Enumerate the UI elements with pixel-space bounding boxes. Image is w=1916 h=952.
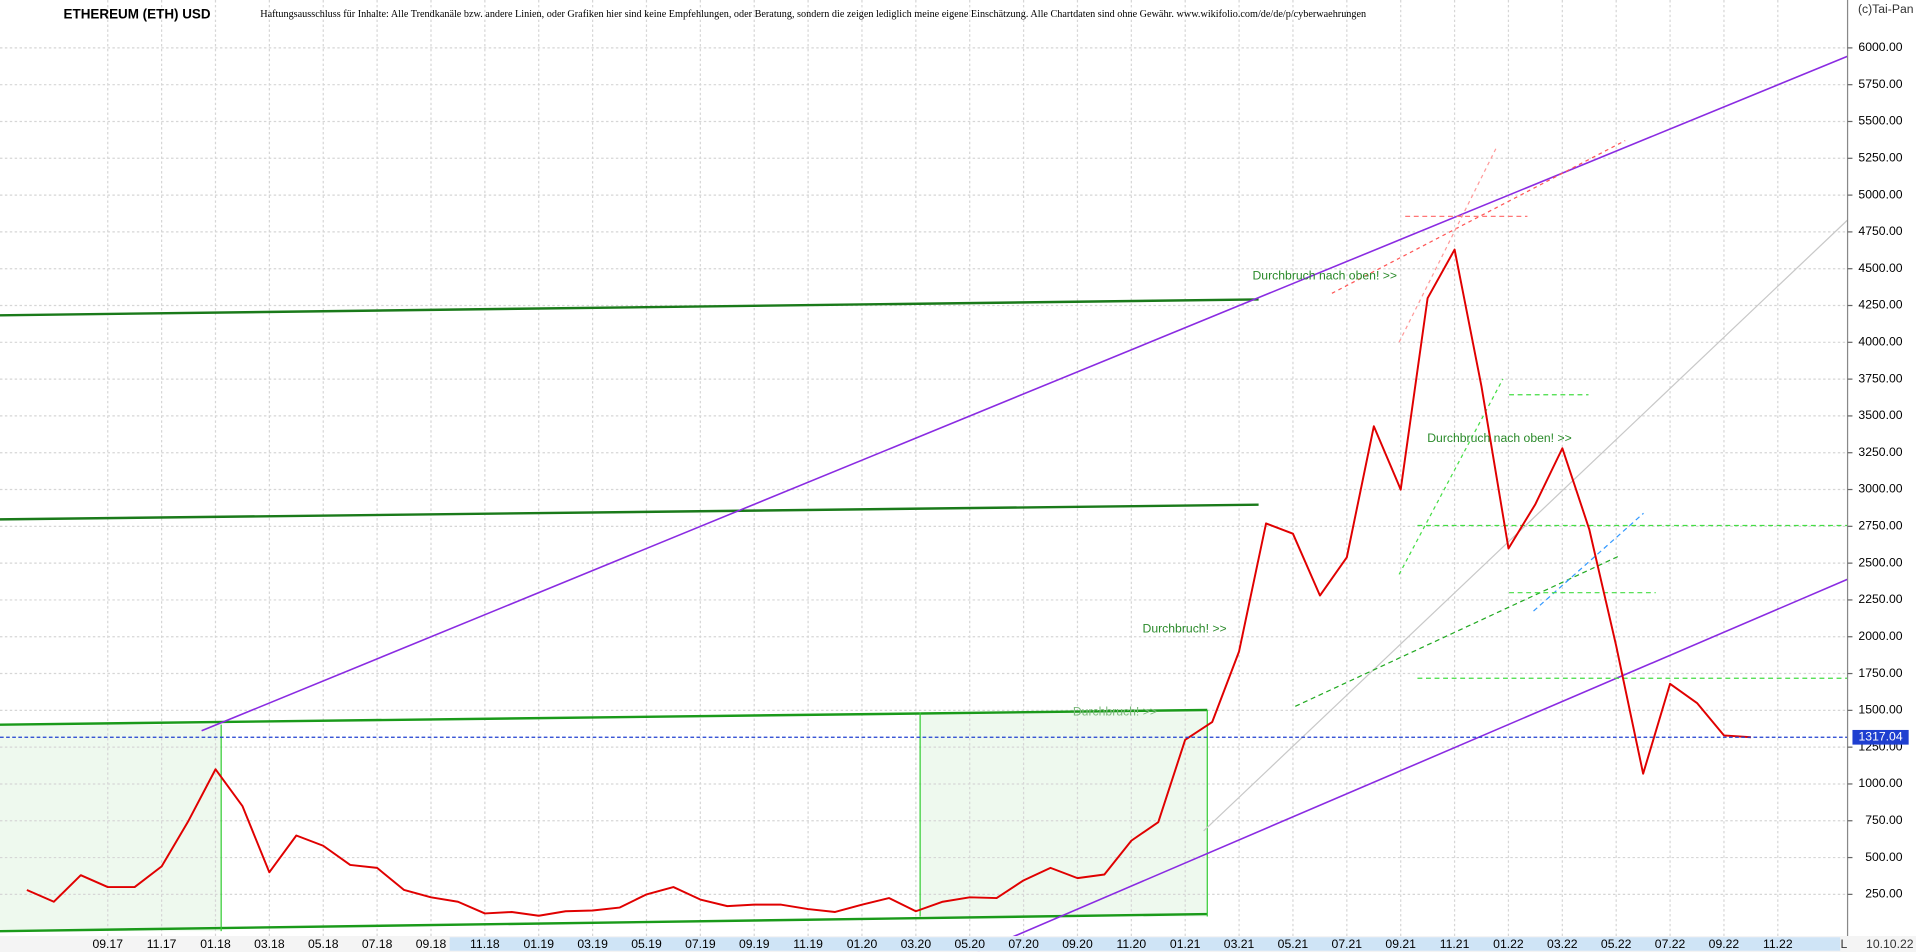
- trendline: [0, 708, 1208, 726]
- x-tick-label: 03.19: [577, 937, 608, 951]
- x-tick-label: 01.18: [200, 937, 231, 951]
- annotation: Durchbruch! >>: [1073, 705, 1157, 719]
- x-tick-label: 09.22: [1709, 937, 1740, 951]
- x-tick-label: 07.22: [1655, 937, 1686, 951]
- as-of-date: 10.10.22: [1866, 937, 1914, 951]
- axes: 250.00500.00750.001000.001250.001500.001…: [92, 40, 1909, 951]
- trendline: [1533, 512, 1644, 612]
- y-tick-label: 3500.00: [1858, 408, 1902, 422]
- annotation: Durchbruch! >>: [1143, 622, 1227, 636]
- x-tick-label: 09.19: [739, 937, 770, 951]
- trendline: [0, 912, 1208, 933]
- trendline: [0, 503, 1259, 521]
- y-tick-label: 2500.00: [1858, 555, 1902, 569]
- x-tick-label: 03.22: [1547, 937, 1578, 951]
- annotation: Durchbruch nach oben! >>: [1427, 431, 1572, 445]
- y-tick-label: 4750.00: [1858, 224, 1902, 238]
- x-tick-label: 11.21: [1440, 937, 1470, 951]
- y-tick-label: 2750.00: [1858, 519, 1902, 533]
- plot: Durchbruch nach oben! >> Durchbruch nach …: [0, 248, 1848, 917]
- y-tick-label: 4000.00: [1858, 335, 1902, 349]
- x-tick-label: 11.20: [1117, 937, 1147, 951]
- x-tick-label: 05.22: [1601, 937, 1632, 951]
- x-tick-label: 11.22: [1763, 937, 1793, 951]
- x-axis-range: [449, 937, 1841, 951]
- y-tick-label: 6000.00: [1858, 40, 1902, 54]
- x-tick-label: 05.21: [1278, 937, 1309, 951]
- chart-subtitle: Haftungsausschluss für Inhalte: Alle Tre…: [260, 8, 1366, 20]
- x-tick-label: 09.21: [1385, 937, 1416, 951]
- y-tick-label: 4250.00: [1858, 298, 1902, 312]
- grid: [0, 0, 1848, 937]
- y-tick-label: 5750.00: [1858, 77, 1902, 91]
- y-tick-label: 3250.00: [1858, 445, 1902, 459]
- annotation: Durchbruch nach oben! >>: [1252, 268, 1397, 282]
- x-tick-label: 09.18: [416, 937, 447, 951]
- x-tick-label: 05.20: [954, 937, 985, 951]
- x-tick-label: 11.18: [470, 937, 500, 951]
- y-tick-label: 750.00: [1865, 813, 1903, 827]
- x-tick-label: 07.19: [685, 937, 716, 951]
- x-tick-label: 01.21: [1170, 937, 1201, 951]
- x-tick-label: 01.22: [1493, 937, 1524, 951]
- x-tick-label: 03.18: [254, 937, 285, 951]
- trendline: [0, 298, 1259, 317]
- x-tick-label: 03.20: [901, 937, 932, 951]
- x-tick-label: 01.20: [847, 937, 878, 951]
- x-tick-label: 05.18: [308, 937, 339, 951]
- y-tick-label: 5000.00: [1858, 187, 1902, 201]
- y-tick-label: 500.00: [1865, 850, 1903, 864]
- y-tick-label: 1000.00: [1858, 776, 1902, 790]
- x-tick-label: 03.21: [1224, 937, 1255, 951]
- x-tick-label: 07.20: [1008, 937, 1039, 951]
- trendline: [1203, 219, 1848, 832]
- price-line: [26, 248, 1751, 917]
- y-tick-label: 250.00: [1865, 887, 1903, 901]
- zone: [0, 724, 222, 932]
- axis-panel: [1847, 0, 1916, 952]
- y-tick-label: 3000.00: [1858, 482, 1902, 496]
- x-tick-label: 01.19: [523, 937, 554, 951]
- y-tick-label: 1500.00: [1858, 703, 1902, 717]
- x-tick-label: 07.21: [1332, 937, 1363, 951]
- last-price-box: [1852, 729, 1909, 745]
- x-tick-label: 11.19: [793, 937, 823, 951]
- chart-title: ETHEREUM (ETH) USD: [64, 6, 211, 21]
- x-tick-label: 11.17: [147, 937, 177, 951]
- y-tick-label: 2250.00: [1858, 592, 1902, 606]
- y-tick-label: 5250.00: [1858, 151, 1902, 165]
- copyright: (c)Tai-Pan: [1858, 2, 1914, 16]
- y-tick-label: 5500.00: [1858, 114, 1902, 128]
- channel-line: [977, 578, 1848, 952]
- scale-mode: L: [1841, 937, 1848, 951]
- y-tick-label: 4500.00: [1858, 261, 1902, 275]
- y-tick-label: 2000.00: [1858, 629, 1902, 643]
- last-price-label: 1317.04: [1859, 730, 1903, 744]
- x-tick-label: 09.20: [1062, 937, 1093, 951]
- x-tick-label: 05.19: [631, 937, 662, 951]
- channel-line: [201, 55, 1848, 732]
- x-tick-label: 09.17: [92, 937, 123, 951]
- zone: [920, 712, 1208, 917]
- x-tick-label: 07.18: [362, 937, 393, 951]
- y-tick-label: 1750.00: [1858, 666, 1902, 680]
- y-tick-label: 3750.00: [1858, 371, 1902, 385]
